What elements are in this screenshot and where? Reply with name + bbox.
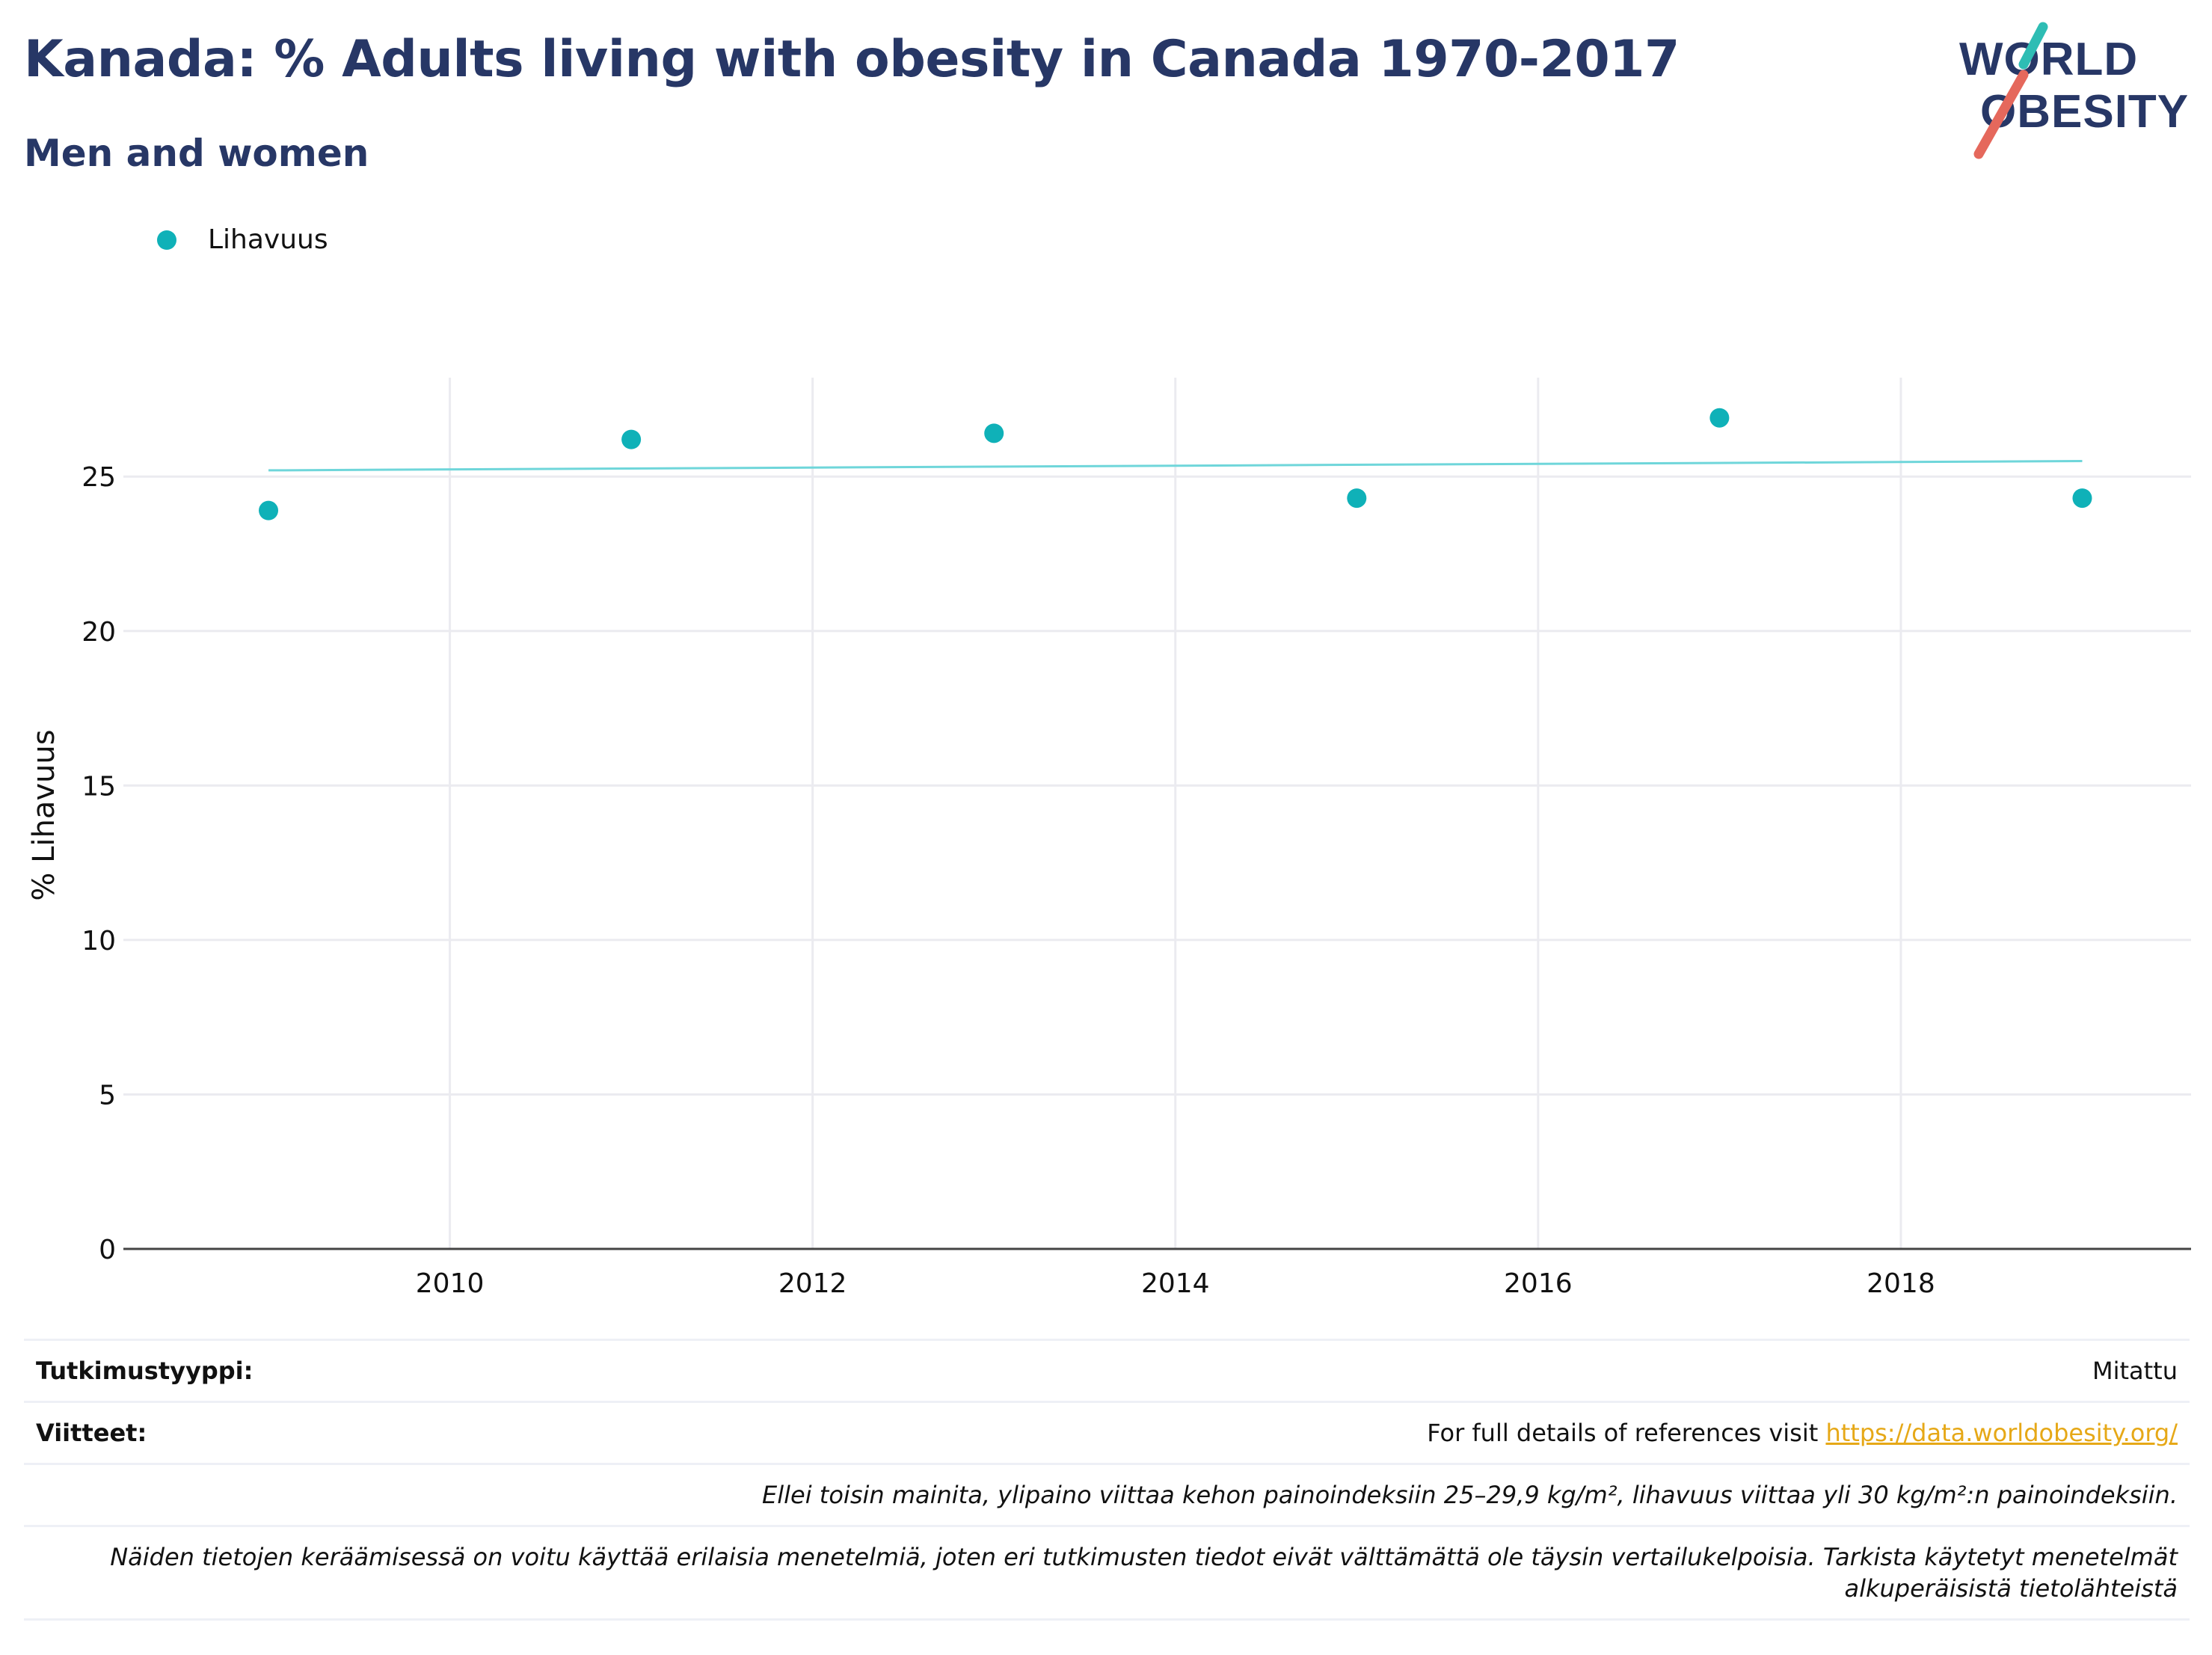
y-tick-label: 5 [99,1080,116,1111]
y-tick-label: 10 [82,926,116,957]
data-points [259,408,2092,521]
y-tick-label: 20 [82,617,116,648]
references-link[interactable]: https://data.worldobesity.org/ [1825,1419,2178,1447]
x-tick-label: 2016 [1504,1268,1573,1299]
logo-line1: WORLD [1959,34,2138,85]
references-text: For full details of references visit [1427,1419,1826,1447]
data-point [984,423,1004,443]
data-point [259,500,279,521]
methods-note-line2: alkuperäisistä tietolähteistä [1844,1574,2178,1603]
trendline-group [268,460,2083,472]
data-point [2072,488,2092,509]
references-key: Viitteet: [36,1419,147,1447]
info-table: Tutkimustyyppi: Mitattu Viitteet: For fu… [24,1339,2190,1621]
y-tick-label: 25 [82,462,116,493]
study-type-key: Tutkimustyyppi: [36,1357,254,1385]
methods-note: Näiden tietojen keräämisessä on voitu kä… [110,1541,2178,1604]
grid [123,378,2191,1250]
logo-teal-slash [2018,22,2048,70]
x-tick-label: 2014 [1141,1268,1210,1299]
definition-note: Ellei toisin mainita, ylipaino viittaa k… [762,1481,2178,1509]
study-type-value: Mitattu [2092,1357,2178,1385]
trendline [268,460,2083,472]
data-point [1347,488,1367,509]
study-type-row: Tutkimustyyppi: Mitattu [24,1339,2190,1401]
chart-subtitle: Men and women [24,132,369,175]
legend[interactable]: Lihavuus [157,224,328,255]
x-tick-label: 2018 [1867,1268,1935,1299]
y-tick-label: 0 [99,1235,116,1265]
chart-title: Kanada: % Adults living with obesity in … [24,30,1680,89]
chart-plot: 0 5 10 15 20 25 2010 2012 2014 2016 2018 % Lihavu… [27,378,2191,1299]
legend-marker [157,230,176,250]
data-point [1709,408,1730,428]
x-tick-label: 2010 [416,1268,485,1299]
references-row: Viitteet: For full details of references… [24,1401,2190,1463]
y-axis-label: % Lihavuus [27,729,61,900]
legend-label: Lihavuus [208,224,328,255]
data-point [621,429,642,449]
x-ticks: 2010 2012 2014 2016 2018 [416,1268,1935,1299]
x-tick-label: 2012 [778,1268,847,1299]
note-row-1: Ellei toisin mainita, ylipaino viittaa k… [24,1463,2190,1525]
references-value: For full details of references visit htt… [1427,1419,2178,1447]
note-row-2: Näiden tietojen keräämisessä on voitu kä… [24,1525,2190,1621]
y-ticks: 0 5 10 15 20 25 [82,462,116,1265]
methods-note-line1: Näiden tietojen keräämisessä on voitu kä… [110,1543,2178,1571]
y-tick-label: 15 [82,771,116,802]
world-obesity-logo: WORLD OBESITY [1959,22,2188,159]
logo-coral-slash [1973,70,2029,159]
